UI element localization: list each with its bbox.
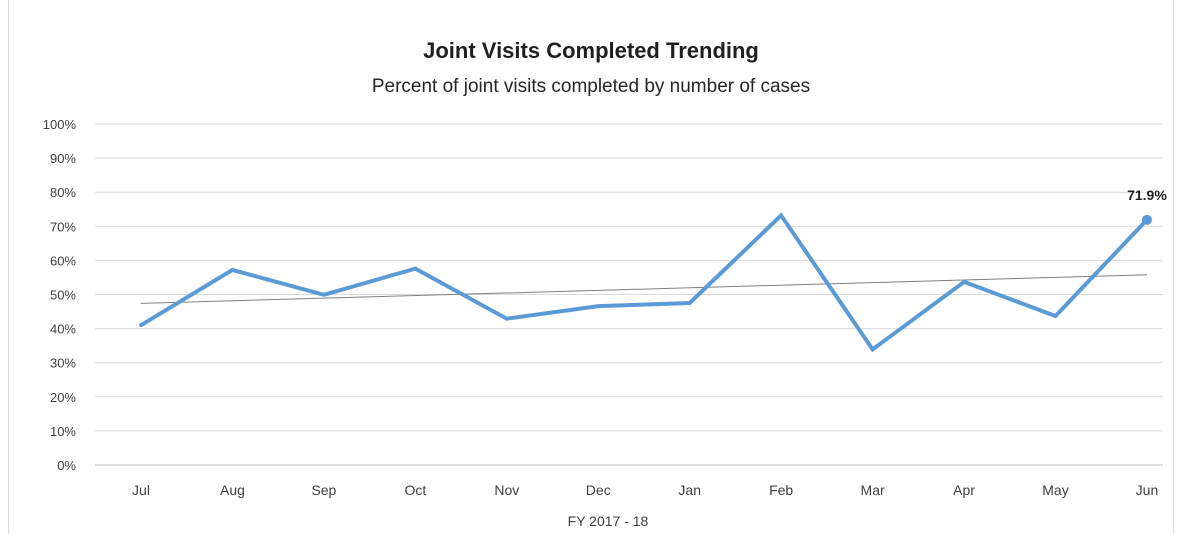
x-tick-label: Nov xyxy=(494,482,519,498)
trendline-layer xyxy=(140,274,1147,304)
chart-frame xyxy=(8,0,1174,534)
gridlines xyxy=(95,123,1163,466)
x-tick-label: Feb xyxy=(769,482,793,498)
y-tick-label: 0% xyxy=(57,458,76,473)
y-axis-ticks: 0% 10% 20% 30% 40% 50% 60% 70% 80% 90% 100% xyxy=(43,117,77,473)
y-tick-label: 20% xyxy=(50,390,76,405)
data-label: 71.9% xyxy=(1127,187,1167,203)
x-axis-label: FY 2017 - 18 xyxy=(568,513,649,529)
x-axis-ticks: Jul Aug Sep Oct Nov Dec Jan Feb Mar Apr May Jun xyxy=(132,482,1158,498)
x-tick-label: Jan xyxy=(678,482,701,498)
y-tick-label: 60% xyxy=(50,253,76,268)
y-tick-label: 30% xyxy=(50,356,76,371)
y-tick-label: 10% xyxy=(50,424,76,439)
x-tick-label: Jul xyxy=(132,482,150,498)
y-tick-label: 90% xyxy=(50,151,76,166)
chart-title: Joint Visits Completed Trending xyxy=(423,38,759,63)
y-tick-label: 80% xyxy=(50,185,76,200)
x-tick-label: Oct xyxy=(404,482,426,498)
y-tick-label: 70% xyxy=(50,219,76,234)
x-tick-label: Jun xyxy=(1136,482,1159,498)
trendline xyxy=(140,274,1147,304)
x-tick-label: Dec xyxy=(586,482,611,498)
data-label-layer: 71.9% xyxy=(1127,187,1167,203)
data-point-marker xyxy=(1141,214,1152,225)
x-tick-label: Sep xyxy=(311,482,336,498)
series-layer xyxy=(139,212,1152,353)
series-line xyxy=(139,212,1149,353)
chart-subtitle: Percent of joint visits completed by num… xyxy=(371,76,811,97)
x-tick-label: May xyxy=(1042,482,1068,498)
y-tick-label: 50% xyxy=(50,288,76,303)
x-tick-label: Apr xyxy=(953,482,975,498)
x-tick-label: Aug xyxy=(220,482,245,498)
y-tick-label: 40% xyxy=(50,322,76,337)
y-tick-label: 100% xyxy=(43,117,77,132)
x-tick-label: Mar xyxy=(861,482,885,498)
